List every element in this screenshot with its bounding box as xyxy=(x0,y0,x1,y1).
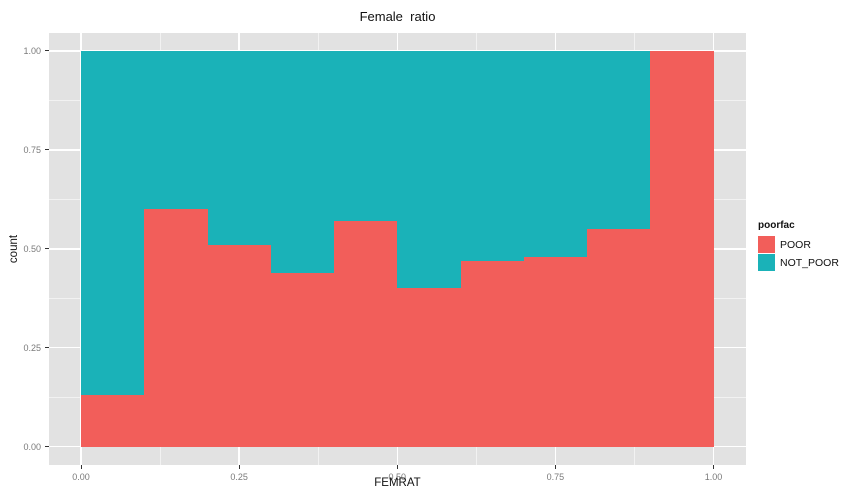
x-tick-mark xyxy=(713,465,714,469)
bar-segment-not_poor xyxy=(460,50,524,261)
gridline-vertical xyxy=(712,33,715,465)
x-tick-mark xyxy=(238,465,240,469)
y-tick-mark xyxy=(45,248,49,250)
bar-segment-poor xyxy=(397,288,461,447)
legend: poorfac POOR NOT_POOR xyxy=(758,220,839,272)
x-tick-mark xyxy=(554,465,556,469)
bar-segment-not_poor xyxy=(397,50,461,289)
bar-segment-not_poor xyxy=(207,50,271,245)
bar-segment-poor xyxy=(144,209,208,447)
y-tick-mark xyxy=(45,149,49,151)
bar-segment-not_poor xyxy=(334,50,398,222)
bar-segment-poor xyxy=(460,260,524,447)
legend-label: POOR xyxy=(780,238,811,251)
x-tick-label: 0.50 xyxy=(388,472,407,482)
y-tick-label: 0.75 xyxy=(23,144,41,155)
bar-segment-poor xyxy=(334,221,398,447)
chart-panel xyxy=(49,33,746,465)
x-axis-label: FEMRAT xyxy=(374,477,421,489)
bar-segment-not_poor xyxy=(523,50,587,257)
legend-swatch-not_poor xyxy=(758,254,775,271)
x-tick-label: 0.75 xyxy=(546,472,565,482)
legend-row: NOT_POOR xyxy=(758,254,839,271)
y-tick-mark xyxy=(45,347,49,349)
legend-row: POOR xyxy=(758,236,839,253)
x-tick-label: 1.00 xyxy=(704,472,723,482)
legend-label: NOT_POOR xyxy=(780,256,839,269)
bar-segment-poor xyxy=(270,272,334,447)
bar-segment-not_poor xyxy=(587,50,651,229)
bar-segment-poor xyxy=(523,256,587,447)
y-tick-mark xyxy=(45,50,49,52)
bar-segment-not_poor xyxy=(81,50,145,396)
x-tick-mark xyxy=(80,465,82,469)
y-axis-label: count xyxy=(8,234,20,264)
chart-title: Female ratio xyxy=(359,9,436,24)
bar-segment-poor xyxy=(587,228,651,447)
legend-title: poorfac xyxy=(758,220,795,231)
bar-segment-not_poor xyxy=(144,50,208,210)
legend-entries: POOR NOT_POOR xyxy=(758,236,839,271)
x-tick-label: 0.00 xyxy=(72,472,90,482)
bar-segment-poor xyxy=(650,50,714,447)
y-tick-label: 0.25 xyxy=(23,342,41,353)
bar-segment-poor xyxy=(81,395,145,447)
x-tick-label: 0.25 xyxy=(230,472,248,482)
bar-segment-not_poor xyxy=(270,50,334,273)
y-tick-label: 0.50 xyxy=(23,243,41,254)
x-tick-mark xyxy=(396,465,398,469)
bar-segment-poor xyxy=(207,244,271,447)
y-tick-label: 0.00 xyxy=(23,441,41,452)
legend-swatch-poor xyxy=(758,236,775,253)
y-tick-mark xyxy=(45,446,49,448)
y-tick-label: 1.00 xyxy=(23,45,41,56)
